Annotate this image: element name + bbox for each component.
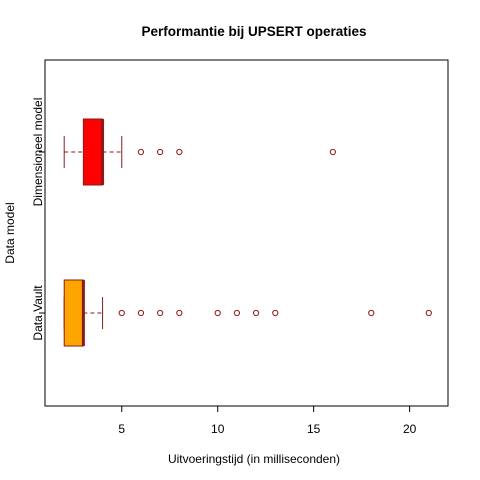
- x-tick-label: 5: [118, 422, 125, 436]
- outlier-point-dimensioneel-model: [176, 148, 183, 156]
- y-category-label: Dimensioneel model: [31, 98, 45, 207]
- outlier-point-data-vault: [176, 309, 183, 317]
- y-axis-label: Data model: [3, 202, 17, 263]
- outlier-point-data-vault: [272, 309, 279, 317]
- outlier-point-data-vault: [157, 309, 164, 317]
- boxes-layer: [63, 118, 432, 347]
- x-tick-label: 15: [307, 422, 321, 436]
- chart-title: Performantie bij UPSERT operaties: [141, 24, 366, 39]
- outlier-point-data-vault: [214, 309, 221, 317]
- outlier-point-data-vault: [425, 309, 432, 317]
- x-tick-label: 20: [403, 422, 417, 436]
- outlier-point-dimensioneel-model: [157, 148, 164, 156]
- y-axis: Data Vault Dimensioneel model: [31, 98, 45, 341]
- plot-frame: [44, 59, 449, 407]
- y-category-label: Data Vault: [31, 285, 45, 341]
- box-data-vault: [63, 279, 84, 347]
- outlier-point-data-vault: [233, 309, 241, 317]
- outlier-point-data-vault: [137, 309, 145, 317]
- outlier-point-data-vault: [252, 309, 260, 317]
- x-axis: 5 10 15 20: [118, 405, 417, 436]
- outlier-point-data-vault: [118, 309, 125, 317]
- box-dimensioneel-model: [82, 118, 104, 186]
- x-tick-label: 10: [211, 422, 225, 436]
- x-axis-label: Uitvoeringstijd (in milliseconden): [168, 452, 340, 466]
- outlier-point-dimensioneel-model: [329, 148, 336, 156]
- outlier-point-data-vault: [368, 309, 375, 317]
- outlier-point-dimensioneel-model: [137, 148, 145, 156]
